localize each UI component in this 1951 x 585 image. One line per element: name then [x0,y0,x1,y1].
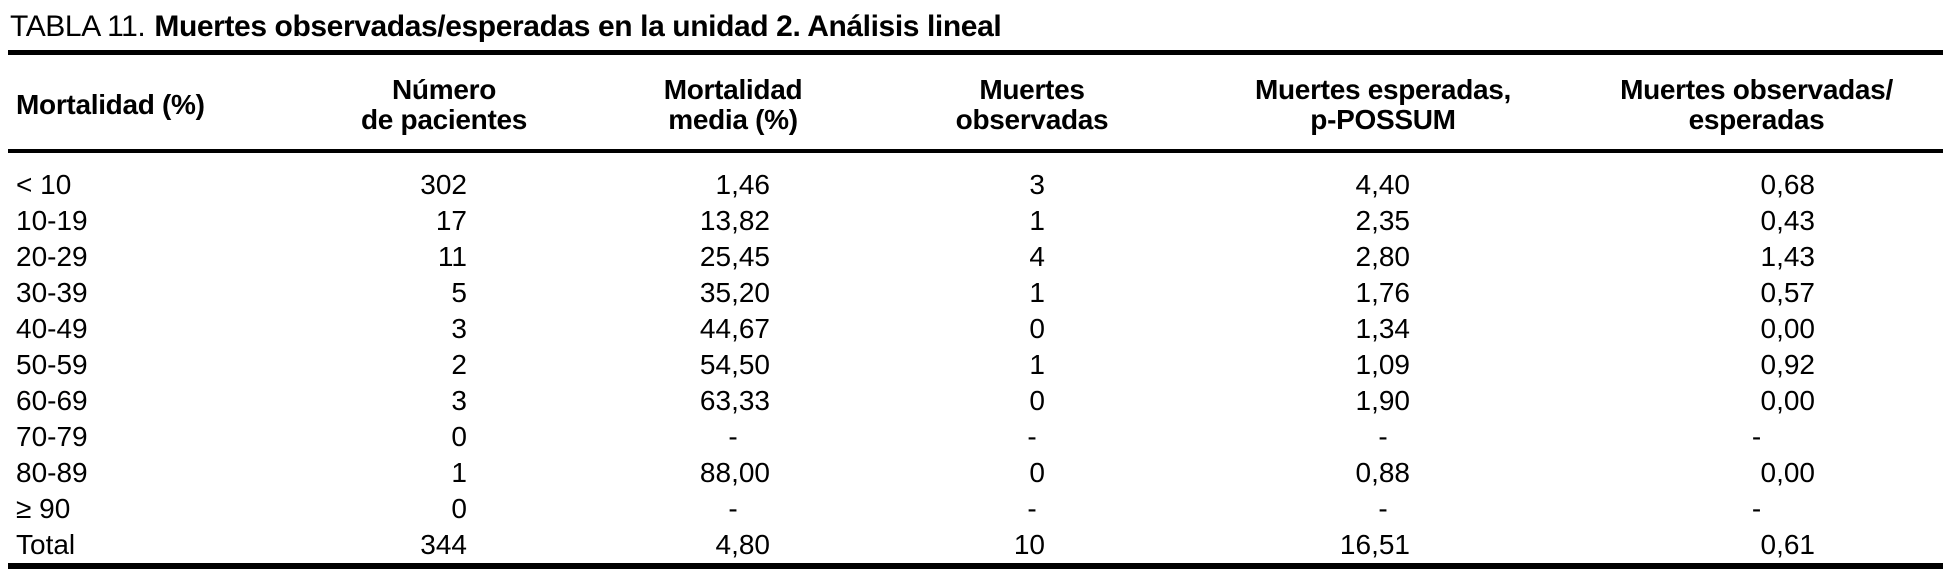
cell-observadas-esperadas-ratio: 0,92 [1760,349,1816,380]
cell-muertes-esperadas-ppossum: 2,80 [1355,241,1411,272]
table-row: 10-19 17 13,82 1 2,35 0,43 [8,203,1943,239]
cell-muertes-observadas: - [1027,421,1037,452]
table-row: 80-89 1 88,00 0 0,88 0,00 [8,455,1943,491]
cell-mortalidad-range: 50-59 [16,349,88,380]
cell-observadas-esperadas-ratio: - [1751,493,1762,524]
cell-numero-pacientes: 5 [451,277,467,308]
header-mortalidad-media: Mortalidad media (%) [598,52,868,153]
cell-mortalidad-range: 30-39 [16,277,88,308]
cell-numero-pacientes: 2 [451,349,467,380]
cell-mortalidad-media: 63,33 [699,385,770,416]
header-mortalidad: Mortalidad (%) [8,52,290,153]
cell-numero-pacientes: 11 [437,241,467,272]
cell-muertes-observadas: 0 [1029,457,1045,488]
table-row: ≥ 90 0 - - - - [8,491,1943,527]
cell-muertes-observadas: 3 [1029,169,1045,200]
header-muertes-esperadas-ppossum: Muertes esperadas, p-POSSUM [1196,52,1570,153]
table-row: 70-79 0 - - - - [8,419,1943,455]
cell-numero-pacientes: 344 [420,529,467,560]
cell-numero-pacientes: 3 [451,313,467,344]
cell-mortalidad-media: - [728,421,738,452]
table-header: Mortalidad (%) Número de pacientes Morta… [8,52,1943,153]
cell-mortalidad-range: ≥ 90 [16,493,71,524]
cell-mortalidad-range: 60-69 [16,385,88,416]
table-caption: TABLA 11. Muertes observadas/esperadas en… [0,0,1951,50]
cell-muertes-observadas: 0 [1029,313,1045,344]
cell-mortalidad-range: 40-49 [16,313,88,344]
table-row: 50-59 2 54,50 1 1,09 0,92 [8,347,1943,383]
cell-muertes-esperadas-ppossum: 16,51 [1339,529,1410,560]
table-header-row: Mortalidad (%) Número de pacientes Morta… [8,52,1943,153]
cell-mortalidad-media: 13,82 [699,205,770,236]
cell-observadas-esperadas-ratio: 0,00 [1760,313,1816,344]
cell-muertes-esperadas-ppossum: 2,35 [1355,205,1411,236]
mortality-results-table: Mortalidad (%) Número de pacientes Morta… [8,50,1943,569]
cell-mortalidad-media: 35,20 [699,277,770,308]
cell-mortalidad-range: 10-19 [16,205,88,236]
cell-mortalidad-media: 54,50 [699,349,770,380]
cell-muertes-observadas: 0 [1029,385,1045,416]
cell-mortalidad-range: 80-89 [16,457,88,488]
cell-mortalidad-range: Total [16,529,76,560]
cell-muertes-esperadas-ppossum: - [1378,421,1388,452]
cell-mortalidad-range: < 10 [16,169,72,200]
cell-numero-pacientes: 0 [451,493,467,524]
table-row: 30-39 5 35,20 1 1,76 0,57 [8,275,1943,311]
table-body: < 10 302 1,46 3 4,40 0,68 10-19 17 13,82… [8,151,1943,566]
cell-mortalidad-media: 4,80 [715,529,771,560]
cell-observadas-esperadas-ratio: 1,43 [1760,241,1816,272]
table-row: < 10 302 1,46 3 4,40 0,68 [8,151,1943,203]
cell-observadas-esperadas-ratio: 0,68 [1760,169,1816,200]
cell-mortalidad-media: 25,45 [699,241,770,272]
cell-observadas-esperadas-ratio: 0,61 [1760,529,1816,560]
header-muertes-observadas: Muertes observadas [868,52,1196,153]
table-row: 60-69 3 63,33 0 1,90 0,00 [8,383,1943,419]
cell-muertes-esperadas-ppossum: 1,90 [1355,385,1411,416]
cell-muertes-observadas: 10 [1013,529,1045,560]
cell-muertes-esperadas-ppossum: 4,40 [1355,169,1411,200]
cell-numero-pacientes: 1 [451,457,467,488]
table-caption-text: Muertes observadas/esperadas en la unida… [154,10,1002,43]
cell-numero-pacientes: 302 [420,169,467,200]
cell-observadas-esperadas-ratio: 0,00 [1760,385,1816,416]
cell-mortalidad-media: 44,67 [699,313,770,344]
cell-mortalidad-media: 88,00 [699,457,770,488]
cell-observadas-esperadas-ratio: 0,57 [1760,277,1816,308]
cell-observadas-esperadas-ratio: 0,00 [1760,457,1816,488]
cell-muertes-esperadas-ppossum: 1,34 [1355,313,1411,344]
table-row: 40-49 3 44,67 0 1,34 0,00 [8,311,1943,347]
cell-muertes-observadas: 1 [1029,205,1045,236]
cell-numero-pacientes: 17 [435,205,467,236]
cell-mortalidad-media: - [728,493,738,524]
cell-muertes-observadas: 1 [1029,277,1045,308]
table-caption-label: TABLA 11. [10,10,146,43]
cell-mortalidad-media: 1,46 [715,169,771,200]
cell-muertes-esperadas-ppossum: - [1378,493,1388,524]
cell-mortalidad-range: 20-29 [16,241,88,272]
cell-numero-pacientes: 0 [451,421,467,452]
table-row: Total 344 4,80 10 16,51 0,61 [8,527,1943,566]
cell-muertes-observadas: - [1027,493,1037,524]
header-numero-pacientes: Número de pacientes [290,52,598,153]
header-observadas-esperadas-ratio: Muertes observadas/ esperadas [1570,52,1943,153]
cell-muertes-observadas: 4 [1029,241,1045,272]
cell-observadas-esperadas-ratio: - [1751,421,1762,452]
cell-muertes-esperadas-ppossum: 0,88 [1355,457,1411,488]
cell-observadas-esperadas-ratio: 0,43 [1760,205,1816,236]
cell-mortalidad-range: 70-79 [16,421,88,452]
cell-muertes-esperadas-ppossum: 1,09 [1355,349,1411,380]
cell-muertes-esperadas-ppossum: 1,76 [1355,277,1411,308]
table-row: 20-29 11 25,45 4 2,80 1,43 [8,239,1943,275]
cell-muertes-observadas: 1 [1029,349,1045,380]
cell-numero-pacientes: 3 [451,385,467,416]
